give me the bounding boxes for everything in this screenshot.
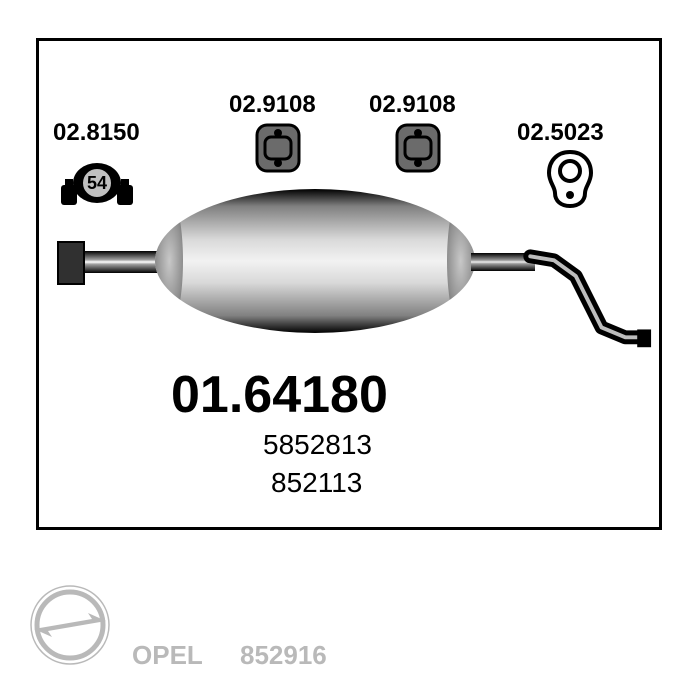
outlet-pipe-start [471, 253, 535, 271]
brand-name: OPEL [132, 640, 203, 671]
label-hanger2: 02.9108 [369, 91, 456, 119]
ref-2: 852113 [271, 467, 362, 499]
diagram-frame: 02.8150 02.9108 02.9108 02.5023 54 [36, 38, 662, 530]
muffler-body [155, 189, 475, 333]
clamp-size-text: 54 [81, 167, 113, 199]
hanger-icon-2 [395, 123, 441, 173]
ref-1: 5852813 [263, 429, 372, 461]
inlet-flange [57, 241, 85, 285]
label-hanger1: 02.9108 [229, 91, 316, 119]
label-clamp: 02.8150 [53, 119, 140, 147]
clamp-size-badge: 54 [81, 167, 113, 204]
hanger-icon-3 [543, 149, 597, 209]
brand-code: 852916 [240, 640, 327, 671]
hanger-icon-1 [255, 123, 301, 173]
main-part-number: 01.64180 [171, 365, 388, 425]
label-hanger3: 02.5023 [517, 119, 604, 147]
inlet-pipe [79, 251, 161, 273]
opel-logo-icon [28, 583, 112, 672]
